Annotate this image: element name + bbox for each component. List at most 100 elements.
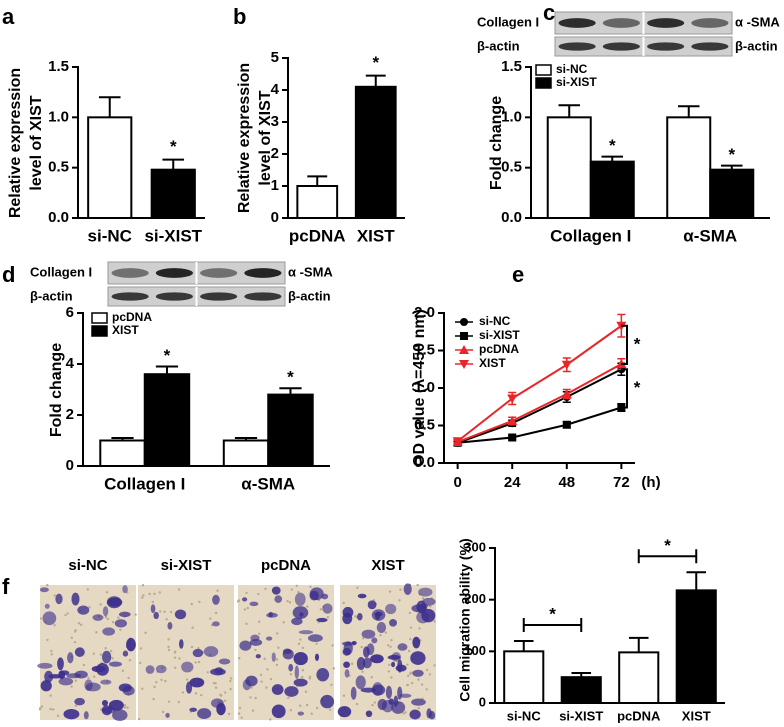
- cell: [218, 658, 231, 665]
- error-bar: [513, 640, 534, 652]
- blot-band: [558, 18, 596, 28]
- pore: [74, 704, 78, 707]
- legend-marker: [460, 318, 468, 326]
- pore: [350, 662, 354, 665]
- cell: [316, 668, 330, 682]
- cell: [371, 637, 378, 644]
- pore: [229, 687, 232, 691]
- pore: [418, 627, 421, 630]
- pore: [139, 661, 142, 665]
- micrograph: [137, 584, 234, 721]
- pore: [127, 676, 130, 680]
- pore: [404, 711, 407, 714]
- cell: [185, 681, 193, 694]
- pore: [299, 638, 302, 641]
- cell: [153, 611, 159, 620]
- cell: [357, 613, 363, 621]
- y-tick-label: 1.5: [48, 58, 69, 75]
- pore: [197, 660, 201, 664]
- pore: [295, 584, 298, 587]
- pore: [416, 583, 419, 587]
- x-tick-label: XIST: [682, 708, 711, 723]
- cell: [58, 670, 66, 679]
- y-tick-label: 1.5: [501, 58, 522, 75]
- pore: [167, 700, 171, 703]
- x-tick-label: si-XIST: [144, 226, 202, 245]
- blot-label: α -SMA: [288, 264, 333, 279]
- cell: [39, 587, 49, 593]
- y-tick-label: 100: [464, 643, 486, 658]
- bar: [546, 116, 592, 219]
- cell: [381, 699, 394, 713]
- cell: [337, 706, 352, 718]
- y-tick-label: 2: [66, 406, 74, 423]
- cell: [102, 627, 116, 636]
- error-bar: [155, 365, 179, 375]
- cell: [74, 697, 85, 706]
- blot-band: [647, 42, 685, 51]
- cell: [376, 621, 387, 634]
- marker: [561, 389, 572, 398]
- significance: *: [287, 368, 294, 387]
- pore: [128, 659, 132, 662]
- cell: [350, 686, 357, 700]
- error-bar: [98, 96, 121, 118]
- marker: [452, 437, 463, 447]
- cell: [212, 594, 220, 605]
- pore: [52, 708, 55, 711]
- cell: [37, 662, 53, 669]
- pore: [220, 694, 223, 697]
- cell: [242, 597, 248, 602]
- legend-label: si-XIST: [479, 328, 520, 342]
- image-label: XIST: [371, 557, 404, 574]
- legend-marker: [459, 360, 469, 369]
- cell: [343, 661, 350, 669]
- pore: [158, 591, 161, 594]
- pore: [260, 680, 263, 683]
- cell: [77, 605, 90, 615]
- pore: [269, 677, 273, 681]
- significance: *: [634, 378, 641, 397]
- pore: [259, 673, 263, 677]
- panel-letter: d: [2, 262, 15, 287]
- cell: [391, 661, 396, 668]
- pore: [173, 656, 177, 659]
- pore: [165, 617, 168, 621]
- pore: [39, 617, 43, 620]
- micrograph: [337, 583, 436, 720]
- pore: [407, 649, 411, 653]
- error-bar: [365, 74, 386, 87]
- pore: [387, 670, 391, 673]
- bar: [589, 160, 635, 219]
- pore: [329, 708, 332, 711]
- cell: [271, 586, 281, 595]
- pore: [361, 637, 365, 640]
- pore: [39, 707, 42, 710]
- cell: [203, 646, 219, 657]
- pore: [315, 642, 318, 645]
- cell: [397, 686, 403, 700]
- cell: [418, 587, 433, 597]
- cell: [284, 686, 299, 697]
- cell: [67, 652, 74, 664]
- cell: [271, 684, 284, 695]
- pore: [429, 605, 432, 608]
- x-tick-label: Collagen I: [104, 474, 185, 493]
- pore: [111, 657, 114, 660]
- line: [457, 368, 622, 444]
- pore: [246, 606, 250, 610]
- pore: [206, 671, 209, 674]
- pore: [331, 644, 334, 647]
- x-tick-label: 72: [613, 474, 630, 491]
- pore: [263, 657, 266, 661]
- marker: [507, 394, 518, 404]
- pore: [73, 630, 77, 633]
- pore: [406, 663, 409, 666]
- y-tick-label: 0.5: [414, 416, 435, 433]
- x-tick-label: pcDNA: [617, 708, 661, 723]
- pore: [141, 596, 144, 599]
- x-tick-label: 24: [504, 474, 521, 491]
- cell: [197, 708, 212, 719]
- pore: [264, 587, 267, 591]
- pore: [425, 688, 428, 691]
